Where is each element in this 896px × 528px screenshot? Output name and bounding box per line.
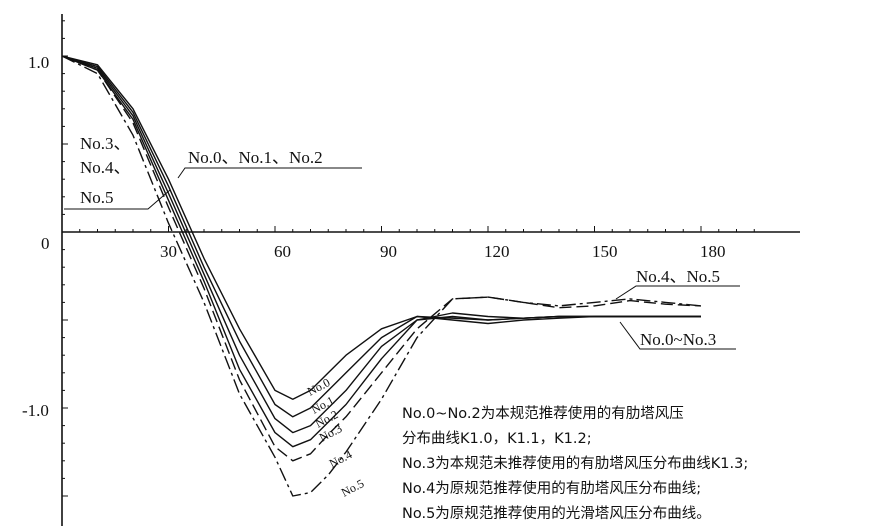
left-label-leader: [64, 189, 171, 210]
ticks: [62, 20, 755, 497]
y-tick-label-neg1: -1.0: [22, 401, 49, 420]
top-label: No.0、No.1、No.2: [188, 148, 323, 167]
y-tick-label-1: 1.0: [28, 53, 49, 72]
left-label-no5: No.5: [80, 188, 114, 207]
right-annotations: No.4、No.5 No.0~No.3: [615, 267, 740, 350]
x-tick-label-90: 90: [380, 242, 397, 261]
right-top-leader: [615, 285, 740, 300]
notes: No.0~No.2为本规范推荐使用的有肋塔风压 分布曲线K1.0，K1.1，K1…: [402, 405, 748, 522]
note-line-1: No.0~No.2为本规范推荐使用的有肋塔风压: [402, 405, 684, 422]
note-line-4: No.4为原规范推荐使用的有肋塔风压分布曲线;: [402, 480, 701, 497]
x-tick-label-120: 120: [484, 242, 510, 261]
left-group-annotation: No.3、 No.4、 No.5: [64, 134, 171, 210]
x-tick-label-150: 150: [592, 242, 618, 261]
left-label-no4: No.4、: [80, 158, 131, 177]
right-bottom-leader: [619, 321, 736, 350]
top-label-leader: [177, 167, 362, 179]
right-top-label: No.4、No.5: [636, 267, 720, 286]
curve-label-no5: No.5: [339, 476, 366, 499]
note-line-2: 分布曲线K1.0，K1.1，K1.2;: [402, 430, 592, 447]
curve-labels: No.0 No.1 No.2 No.3 No.4 No.5: [305, 375, 366, 499]
tick-labels: 1.0 0 -1.0 30 60 90 120 150 180: [22, 53, 726, 420]
x-tick-label-180: 180: [700, 242, 726, 261]
right-bottom-label: No.0~No.3: [640, 330, 716, 349]
curve-label-no4: No.4: [327, 447, 354, 470]
series-line-no5: [61, 55, 702, 497]
y-tick-label-0: 0: [41, 234, 50, 253]
x-tick-label-30: 30: [160, 242, 177, 261]
series-line-no4: [61, 55, 702, 462]
series-line-no3: [61, 55, 701, 448]
x-tick-label-60: 60: [274, 242, 291, 261]
series-line-no1: [61, 55, 701, 418]
note-line-3: No.3为本规范未推荐使用的有肋塔风压分布曲线K1.3;: [402, 455, 748, 472]
note-line-5: No.5为原规范推荐使用的光滑塔风压分布曲线。: [402, 505, 711, 522]
top-group-annotation: No.0、No.1、No.2: [177, 148, 362, 179]
left-label-no3: No.3、: [80, 134, 131, 153]
series-group: [61, 55, 702, 497]
